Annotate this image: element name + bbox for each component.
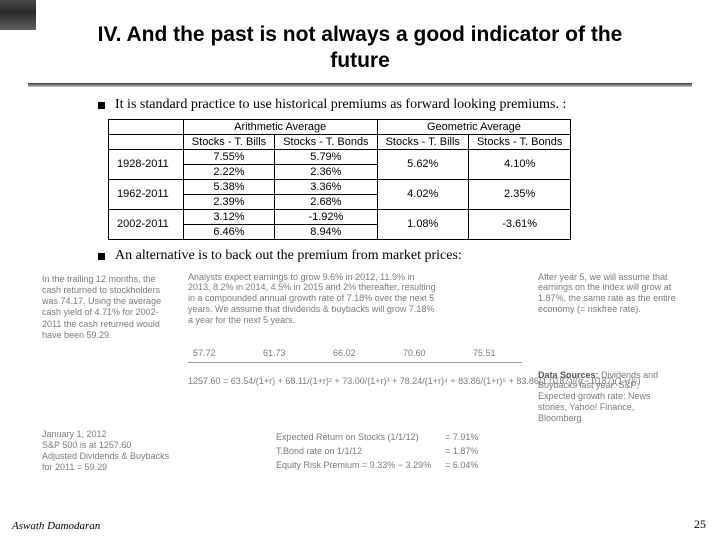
bullet-square-icon [98, 102, 105, 109]
table-corner [109, 119, 184, 134]
table-cell: 2.36% [275, 164, 377, 179]
table-cell: 5.79% [275, 149, 377, 164]
table-cell: 5.38% [183, 179, 274, 194]
page-number: 25 [694, 517, 706, 532]
timeline-value: 70.60 [403, 348, 426, 358]
figure-right-note: After year 5, we will assume that earnin… [538, 272, 678, 315]
table-cell: 3.12% [183, 209, 274, 224]
bullet-text: It is standard practice to use historica… [115, 97, 692, 113]
eq-value: = 7.91% [439, 432, 484, 444]
eq-value: = 6.04% [439, 460, 484, 472]
table-cell: -1.92% [275, 209, 377, 224]
table-cell: 2.68% [275, 194, 377, 209]
title-underline [28, 83, 692, 87]
table-sub-header: Stocks - T. Bonds [275, 134, 377, 149]
bullet-list: It is standard practice to use historica… [28, 97, 692, 113]
table-cell: 2.35% [468, 179, 570, 209]
table-cell: 2.22% [183, 164, 274, 179]
timeline-value: 75.51 [473, 348, 496, 358]
table-row: 1962-2011 5.38% 3.36% 4.02% 2.35% [109, 179, 571, 194]
table-sub-header: Stocks - T. Bills [183, 134, 274, 149]
bullet-item: It is standard practice to use historica… [98, 97, 692, 113]
timeline-value: 57.72 [193, 348, 216, 358]
table-cell: 4.10% [468, 149, 570, 179]
table-group-header: Geometric Average [377, 119, 571, 134]
bullet-text: An alternative is to back out the premiu… [115, 248, 692, 264]
table-cell: 7.55% [183, 149, 274, 164]
table-sub-header: Stocks - T. Bills [377, 134, 468, 149]
table-cell: 2.39% [183, 194, 274, 209]
eq-label: Expected Return on Stocks (1/1/12) [270, 432, 437, 444]
bullet-list: An alternative is to back out the premiu… [28, 248, 692, 264]
period-cell: 2002-2011 [109, 209, 184, 239]
table-cell: 3.36% [275, 179, 377, 194]
figure-mid-note: Analysts expect earnings to grow 9.6% in… [188, 272, 438, 326]
implied-premium-figure: In the trailing 12 months, the cash retu… [38, 270, 682, 480]
fig-text: Adjusted Dividends & Buybacks for 2011 =… [42, 451, 174, 474]
table-cell: 6.46% [183, 224, 274, 239]
valuation-formula: 1257.60 = 63.54/(1+r) + 68.11/(1+r)² + 7… [188, 376, 641, 386]
table-cell: -3.61% [468, 209, 570, 239]
fig-text: S&P 500 is at 1257.60 [42, 440, 174, 451]
table-group-header: Arithmetic Average [183, 119, 377, 134]
table-cell: 8.94% [275, 224, 377, 239]
table-sub-header: Stocks - T. Bonds [468, 134, 570, 149]
timeline-value: 61.73 [263, 348, 286, 358]
slide-title: IV. And the past is not always a good in… [28, 18, 692, 81]
result-equations: Expected Return on Stocks (1/1/12)= 7.91… [268, 430, 486, 473]
table-cell: 4.02% [377, 179, 468, 209]
table-corner [109, 134, 184, 149]
bullet-square-icon [98, 253, 105, 260]
timeline-line [188, 362, 522, 363]
figure-bottom-left-note: January 1, 2012 S&P 500 is at 1257.60 Ad… [42, 429, 174, 474]
table-cell: 5.62% [377, 149, 468, 179]
period-cell: 1928-2011 [109, 149, 184, 179]
table-cell: 1.08% [377, 209, 468, 239]
eq-label: Equity Risk Premium = 9.33% − 3.29% [270, 460, 437, 472]
table-row: 1928-2011 7.55% 5.79% 5.62% 4.10% [109, 149, 571, 164]
bullet-item: An alternative is to back out the premiu… [98, 248, 692, 264]
fig-text: January 1, 2012 [42, 429, 174, 440]
historical-premium-table: Arithmetic Average Geometric Average Sto… [108, 119, 571, 240]
footer-author: Aswath Damodaran [12, 520, 100, 532]
eq-value: = 1.87% [439, 446, 484, 458]
figure-left-note: In the trailing 12 months, the cash retu… [42, 274, 174, 342]
eq-label: T.Bond rate on 1/1/12 [270, 446, 437, 458]
table-row: 2002-2011 3.12% -1.92% 1.08% -3.61% [109, 209, 571, 224]
period-cell: 1962-2011 [109, 179, 184, 209]
corner-accent [0, 0, 36, 30]
timeline-value: 66.02 [333, 348, 356, 358]
